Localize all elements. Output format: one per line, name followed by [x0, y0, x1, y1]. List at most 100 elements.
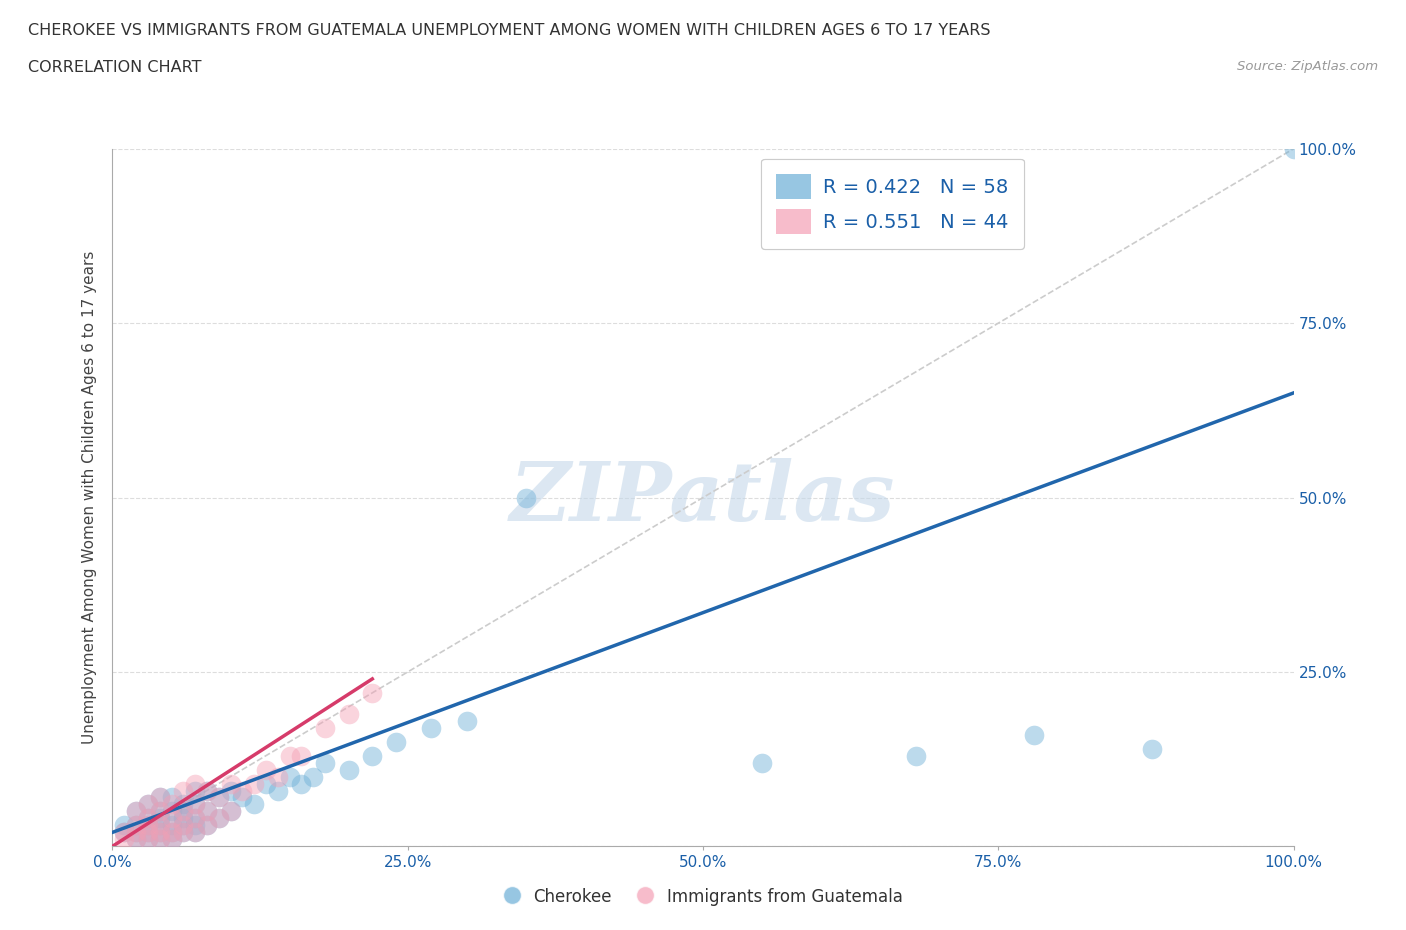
Point [267, 769, 290, 784]
Point [160, 825, 183, 840]
Point [254, 776, 277, 790]
Point [385, 735, 408, 750]
Point [136, 818, 159, 833]
Point [184, 797, 207, 812]
Text: ZIPatlas: ZIPatlas [510, 458, 896, 538]
Point [160, 818, 183, 833]
Point [149, 825, 172, 840]
Point [172, 818, 194, 833]
Point [160, 832, 183, 847]
Point [208, 811, 231, 826]
Point [136, 832, 159, 847]
Text: CORRELATION CHART: CORRELATION CHART [28, 60, 201, 75]
Point [254, 763, 277, 777]
Point [314, 721, 336, 736]
Legend: Cherokee, Immigrants from Guatemala: Cherokee, Immigrants from Guatemala [496, 881, 910, 912]
Point [361, 748, 384, 763]
Point [112, 825, 135, 840]
Point [278, 748, 301, 763]
Point [184, 811, 207, 826]
Point [172, 825, 194, 840]
Point [184, 811, 207, 826]
Point [184, 797, 207, 812]
Point [160, 832, 183, 847]
Point [195, 783, 218, 798]
Point [231, 790, 253, 805]
Point [172, 818, 194, 833]
Point [184, 776, 207, 790]
Point [136, 797, 159, 812]
Point [337, 707, 360, 722]
Point [125, 825, 148, 840]
Point [1282, 141, 1305, 156]
Point [136, 825, 159, 840]
Point [515, 490, 537, 505]
Point [195, 804, 218, 819]
Point [456, 713, 478, 728]
Point [219, 776, 242, 790]
Point [278, 769, 301, 784]
Point [751, 755, 773, 770]
Point [125, 832, 148, 847]
Point [149, 818, 172, 833]
Point [184, 783, 207, 798]
Point [136, 811, 159, 826]
Point [125, 818, 148, 833]
Point [160, 797, 183, 812]
Point [149, 811, 172, 826]
Point [160, 790, 183, 805]
Point [149, 790, 172, 805]
Point [172, 804, 194, 819]
Point [195, 804, 218, 819]
Text: Source: ZipAtlas.com: Source: ZipAtlas.com [1237, 60, 1378, 73]
Point [302, 769, 325, 784]
Point [149, 818, 172, 833]
Point [149, 825, 172, 840]
Point [136, 797, 159, 812]
Point [184, 825, 207, 840]
Text: CHEROKEE VS IMMIGRANTS FROM GUATEMALA UNEMPLOYMENT AMONG WOMEN WITH CHILDREN AGE: CHEROKEE VS IMMIGRANTS FROM GUATEMALA UN… [28, 23, 991, 38]
Point [149, 832, 172, 847]
Point [184, 818, 207, 833]
Point [195, 818, 218, 833]
Point [160, 811, 183, 826]
Point [1140, 741, 1163, 756]
Point [125, 832, 148, 847]
Point [125, 825, 148, 840]
Point [136, 811, 159, 826]
Point [243, 776, 266, 790]
Point [125, 818, 148, 833]
Point [219, 783, 242, 798]
Point [160, 804, 183, 819]
Point [172, 797, 194, 812]
Point [219, 804, 242, 819]
Point [172, 825, 194, 840]
Point [125, 804, 148, 819]
Legend: R = 0.422   N = 58, R = 0.551   N = 44: R = 0.422 N = 58, R = 0.551 N = 44 [761, 158, 1024, 249]
Point [149, 832, 172, 847]
Point [172, 811, 194, 826]
Point [314, 755, 336, 770]
Point [267, 783, 290, 798]
Point [160, 825, 183, 840]
Point [290, 776, 312, 790]
Point [290, 748, 312, 763]
Point [172, 804, 194, 819]
Point [361, 685, 384, 700]
Point [149, 804, 172, 819]
Point [125, 804, 148, 819]
Point [149, 790, 172, 805]
Point [208, 790, 231, 805]
Point [420, 721, 443, 736]
Point [1022, 727, 1045, 742]
Point [208, 811, 231, 826]
Point [243, 797, 266, 812]
Point [231, 783, 253, 798]
Point [112, 825, 135, 840]
Point [184, 825, 207, 840]
Point [136, 832, 159, 847]
Point [112, 832, 135, 847]
Y-axis label: Unemployment Among Women with Children Ages 6 to 17 years: Unemployment Among Women with Children A… [82, 251, 97, 744]
Point [337, 763, 360, 777]
Point [172, 783, 194, 798]
